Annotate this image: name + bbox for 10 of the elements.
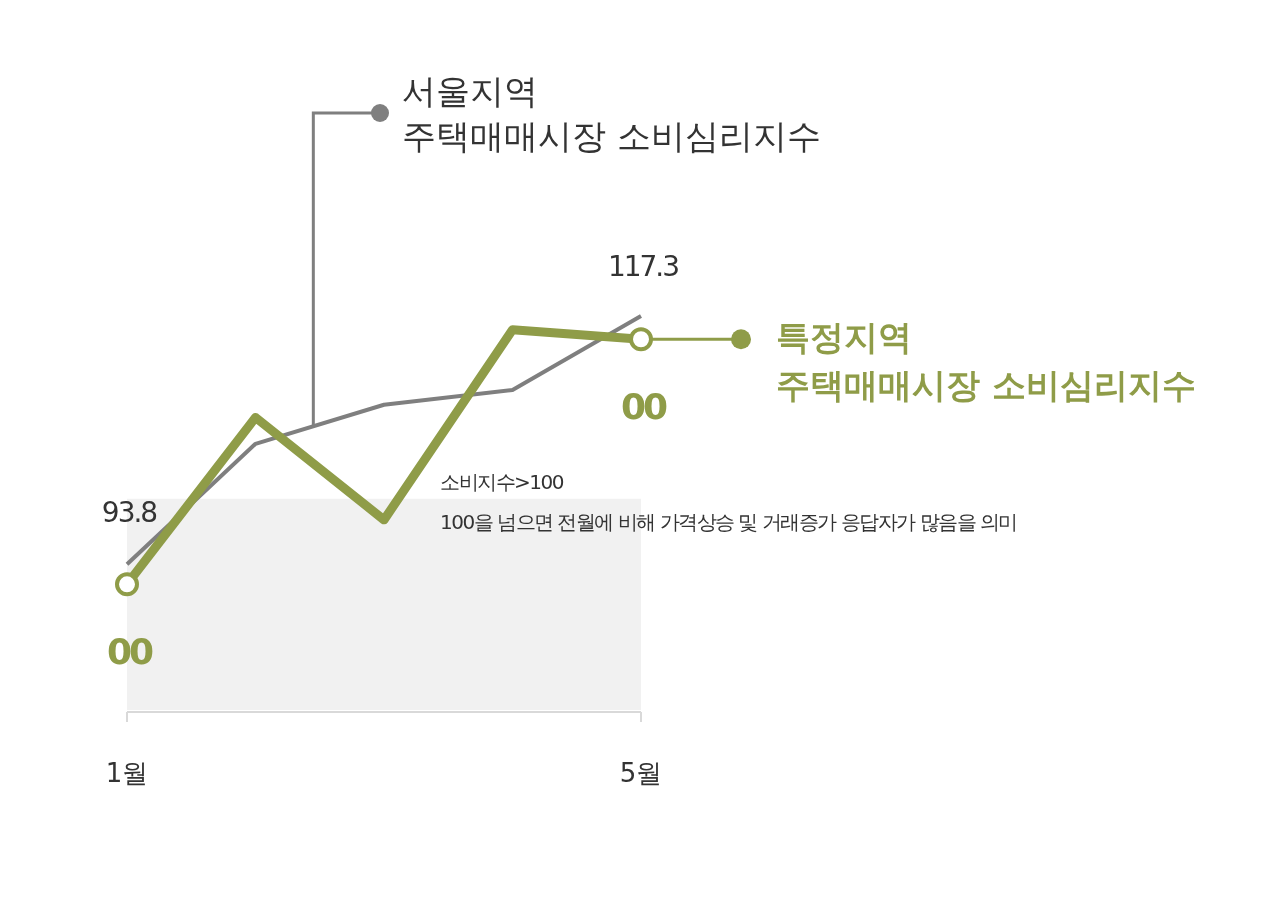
data-label: 117.3 bbox=[607, 250, 679, 283]
annotation: 소비지수>100 bbox=[440, 469, 564, 494]
x-tick-label: 5월 bbox=[619, 758, 663, 788]
data-label: 93.8 bbox=[101, 496, 157, 530]
x-tick-label: 1월 bbox=[105, 758, 149, 788]
legend-label: 서울지역 주택매매시장 소비심리지수 bbox=[402, 71, 821, 156]
annotation: 100을 넘으면 전월에 비해 가격상승 및 거래증가 응답자가 많음을 의미 bbox=[440, 509, 1017, 534]
annotation: 00 bbox=[106, 631, 153, 673]
annotation: 00 bbox=[620, 386, 667, 428]
legend-label: 특정지역 주택매매시장 소비심리지수 bbox=[776, 317, 1196, 406]
